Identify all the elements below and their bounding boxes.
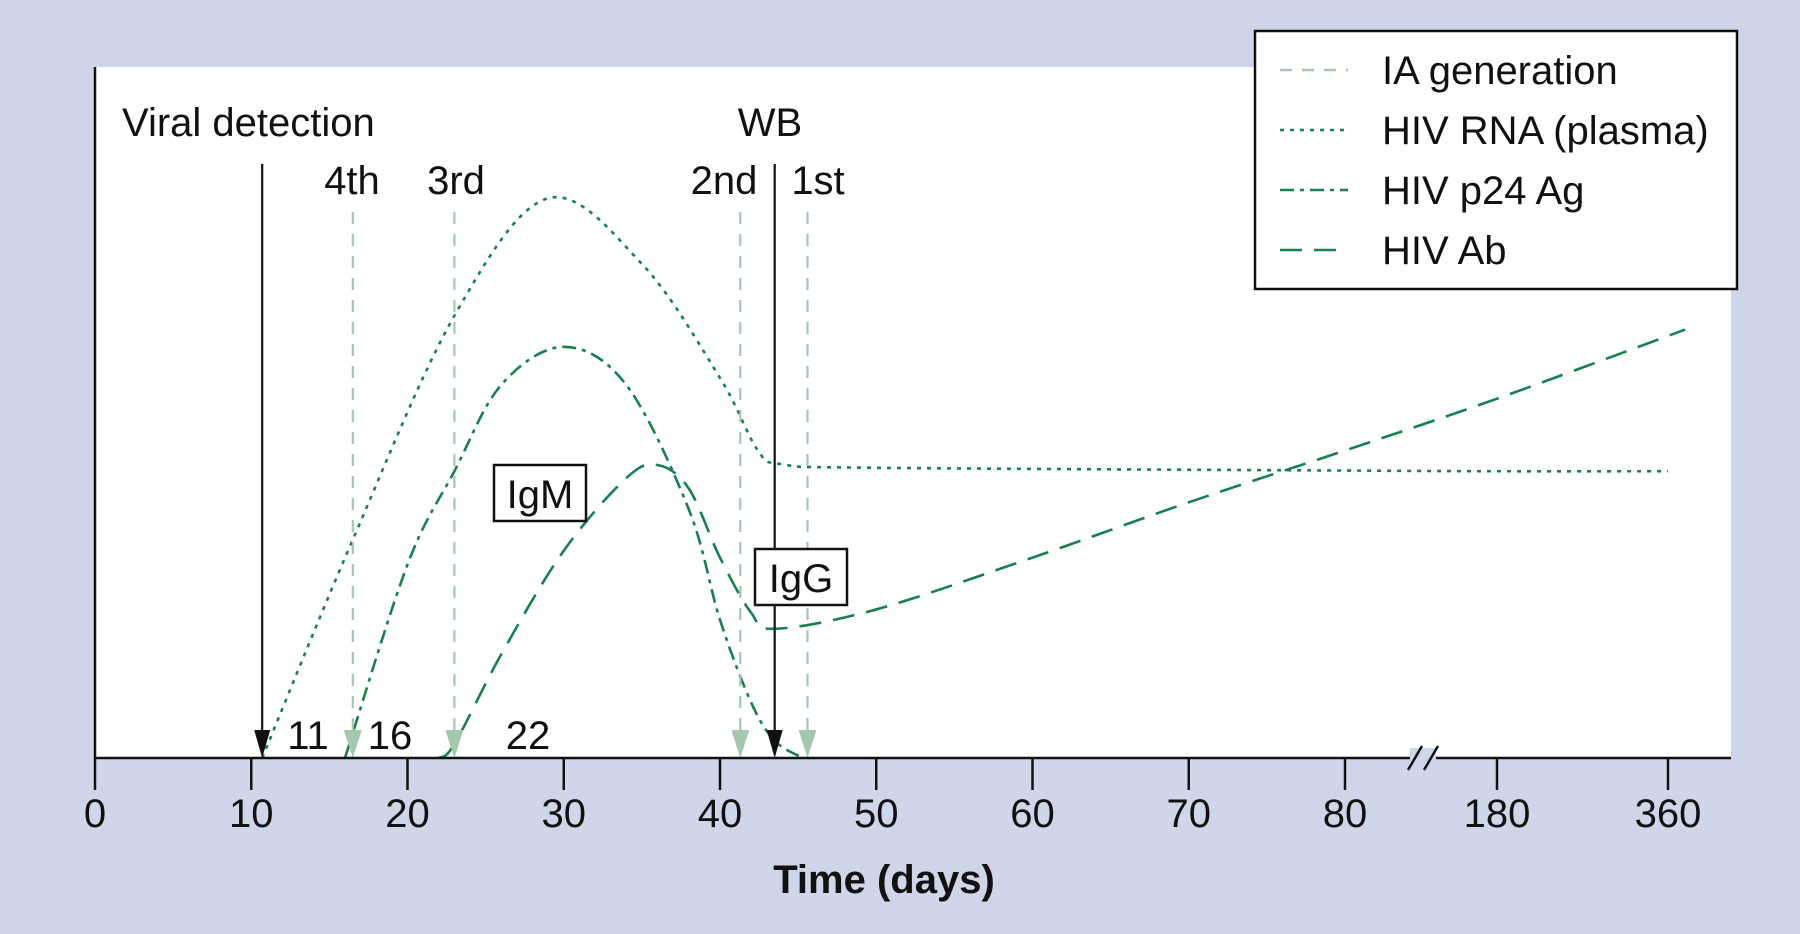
- x-tick-label: 80: [1323, 792, 1368, 836]
- arrow-down-icon: [766, 730, 783, 758]
- x-tick-label: 30: [542, 792, 587, 836]
- day-label-11: 11: [287, 714, 329, 758]
- gen-3rd-label: 3rd: [427, 159, 485, 203]
- viral-detection-label: Viral detection: [122, 101, 375, 145]
- x-axis-title: Time (days): [773, 858, 995, 902]
- x-tick-label: 70: [1167, 792, 1212, 836]
- x-tick-label: 60: [1010, 792, 1055, 836]
- series-layer: [260, 195, 1686, 760]
- legend-label: IA generation: [1382, 49, 1618, 93]
- igm-annotation: IgM: [492, 463, 588, 523]
- x-tick-label: 180: [1464, 792, 1531, 836]
- axis-break-icon: [1406, 745, 1440, 771]
- x-tick-label: 360: [1635, 792, 1702, 836]
- gen-1st-label: 1st: [791, 159, 844, 203]
- x-tick-label: 40: [698, 792, 743, 836]
- x-ticks: 0 10 20 30 40 50 60 70 80 180 360: [84, 758, 1702, 836]
- arrow-down-icon: [343, 730, 362, 758]
- gen-2nd-label: 2nd: [691, 159, 758, 203]
- legend-label: HIV RNA (plasma): [1382, 109, 1709, 153]
- legend-label: HIV Ab: [1382, 229, 1507, 273]
- x-tick-label: 50: [854, 792, 899, 836]
- legend: IA generation HIV RNA (plasma) HIV p24 Ag H…: [1253, 29, 1739, 291]
- arrow-down-icon: [445, 730, 464, 758]
- svg-text:IgG: IgG: [769, 557, 833, 601]
- x-tick-label: 20: [385, 792, 430, 836]
- wb-label: WB: [738, 101, 802, 145]
- x-tick-label: 10: [229, 792, 274, 836]
- x-tick-label: 0: [84, 792, 106, 836]
- day-label-22: 22: [506, 714, 551, 758]
- series-line-hiv-rna-plasma-: [260, 195, 1669, 759]
- series-line-hiv-p24-ag: [343, 345, 804, 760]
- arrow-down-icon: [731, 730, 750, 758]
- igg-annotation: IgG: [753, 547, 849, 607]
- arrow-down-icon: [798, 730, 817, 758]
- arrow-down-icon: [254, 730, 271, 758]
- marker-layer: [254, 164, 817, 758]
- svg-text:IgM: IgM: [507, 473, 574, 517]
- gen-4th-label: 4th: [324, 159, 380, 203]
- day-label-16: 16: [368, 714, 413, 758]
- legend-label: HIV p24 Ag: [1382, 169, 1584, 213]
